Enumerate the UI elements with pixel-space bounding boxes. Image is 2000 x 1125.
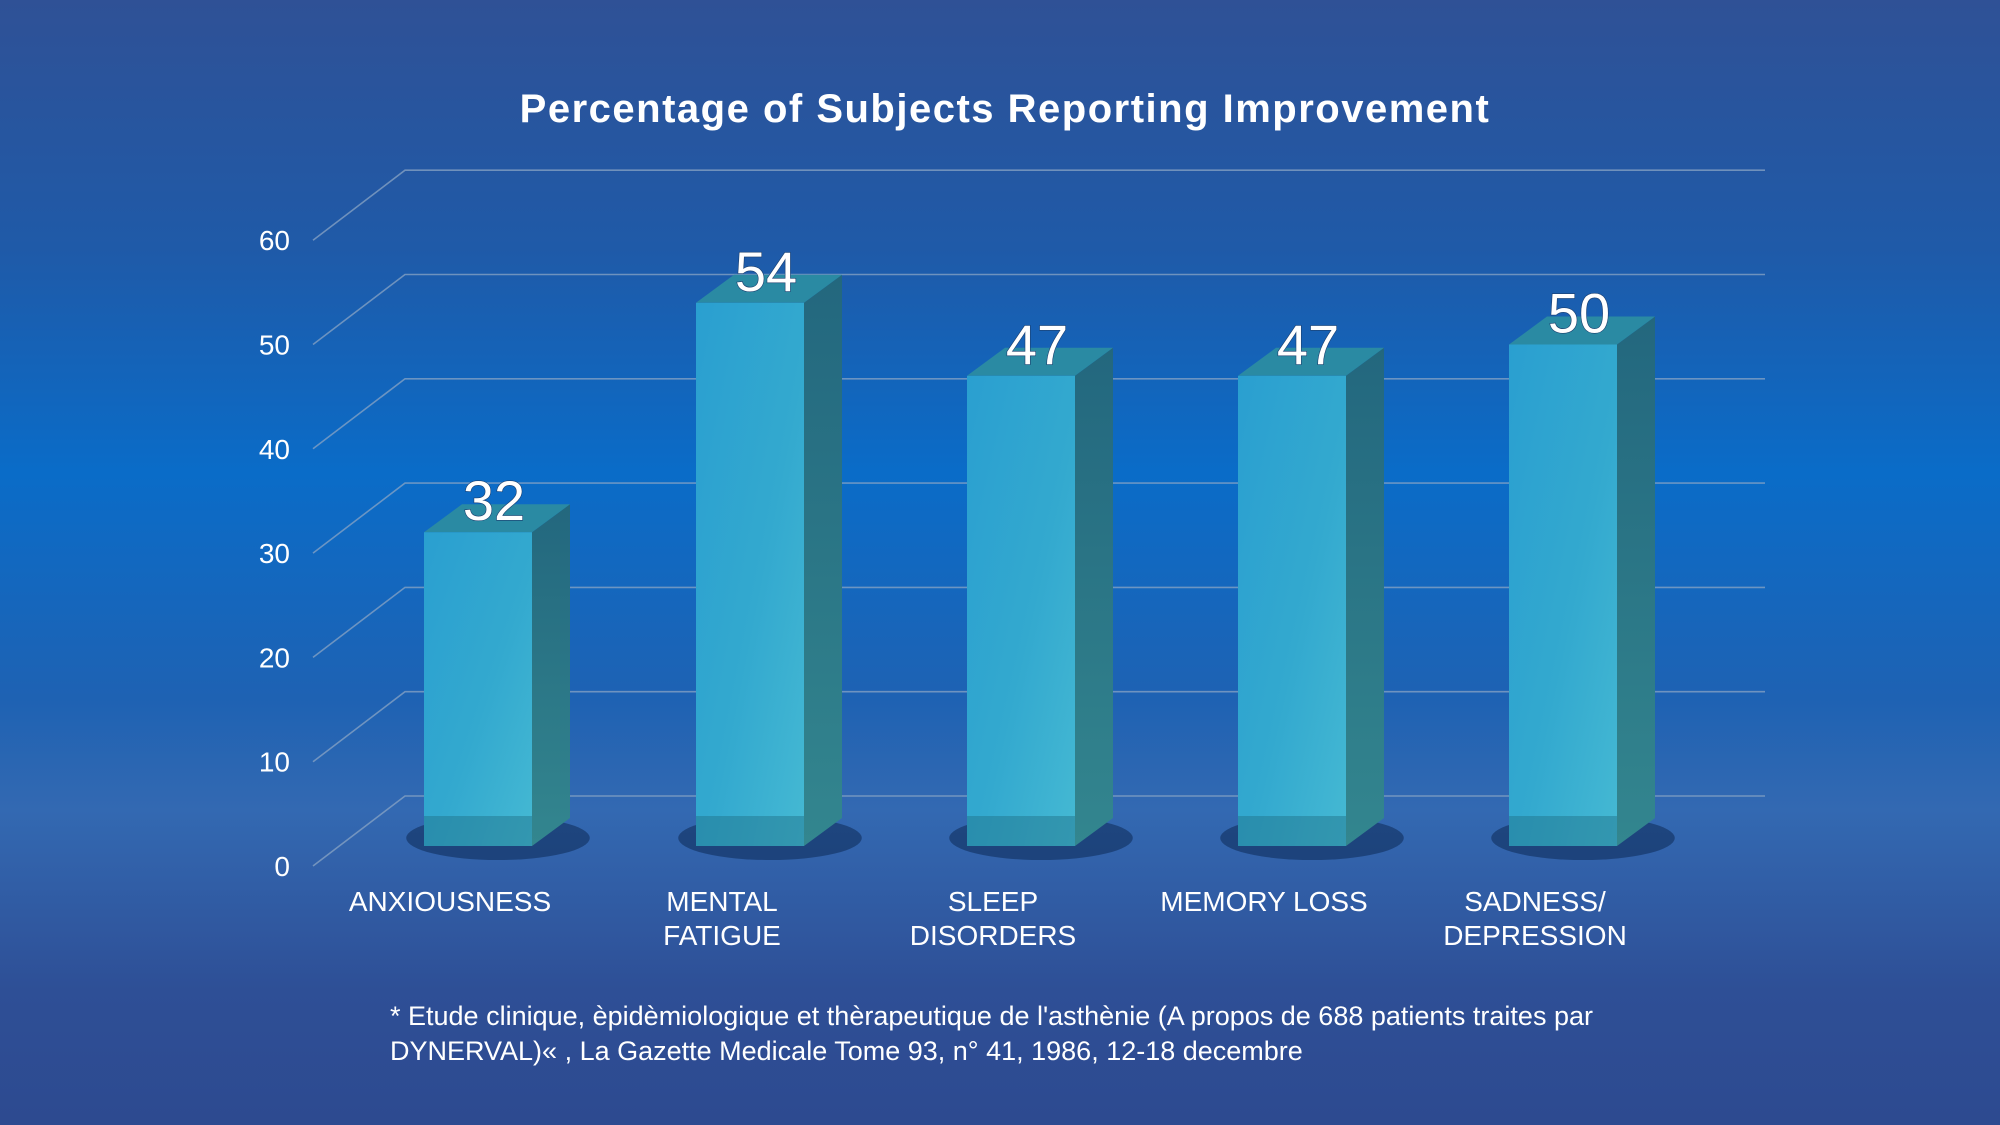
bar (406, 504, 590, 860)
x-axis-categories: ANXIOUSNESS MENTAL FATIGUE SLEEP DISORDERS ME… (349, 886, 1627, 951)
bar-top (696, 274, 842, 303)
bars (406, 274, 1675, 860)
category-label-line: FATIGUE (663, 920, 781, 951)
category-label-line: DISORDERS (910, 920, 1076, 951)
data-label: 32 (463, 469, 525, 532)
data-label: 47 (1006, 313, 1068, 376)
bar (678, 274, 862, 860)
y-tick-label: 30 (259, 538, 290, 569)
bar-side (1346, 347, 1384, 846)
y-tick-label: 60 (259, 225, 290, 256)
gridlines (312, 169, 1765, 867)
category-label: MENTAL FATIGUE (663, 886, 781, 951)
bar-front (1238, 375, 1346, 846)
y-tick-label: 20 (259, 642, 290, 673)
footnote-line-1: * Etude clinique, èpidèmiologique et thè… (390, 1001, 1593, 1031)
category-label-line: ANXIOUSNESS (349, 886, 551, 917)
bar-side (1617, 316, 1655, 846)
bar-base (1509, 816, 1617, 846)
category-label: ANXIOUSNESS (349, 886, 551, 917)
footnote: * Etude clinique, èpidèmiologique et thè… (390, 999, 1790, 1069)
bar-side (1075, 347, 1113, 846)
y-tick-label: 40 (259, 434, 290, 465)
bar-front (696, 302, 804, 846)
bar-top (1509, 316, 1655, 345)
bar-base (424, 816, 532, 846)
y-tick-label: 10 (259, 747, 290, 778)
category-label-line: SADNESS/ (1464, 886, 1606, 917)
bar-top (967, 347, 1113, 376)
category-label-line: MENTAL (666, 886, 778, 917)
bar-front (1509, 344, 1617, 846)
data-labels: 32 54 47 47 50 (462, 239, 1610, 533)
bar-front (424, 532, 532, 846)
bar-side (804, 274, 842, 846)
data-label: 54 (735, 240, 797, 303)
bar-base (1238, 816, 1346, 846)
y-tick-label: 0 (274, 851, 290, 882)
bar-base (696, 816, 804, 846)
bar-base (967, 816, 1075, 846)
data-label: 47 (1277, 313, 1339, 376)
category-label: SADNESS/DEPRESSION (1443, 886, 1627, 951)
y-axis-ticks: 0 10 20 30 40 50 60 (259, 225, 290, 882)
category-label: SLEEP DISORDERS (910, 886, 1076, 951)
category-label-line: DEPRESSION (1443, 920, 1627, 951)
bar-top (424, 504, 570, 533)
category-label-line: SLEEP (948, 886, 1038, 917)
y-tick-label: 50 (259, 330, 290, 361)
bar-top (1238, 347, 1384, 376)
gridline (312, 169, 1765, 241)
bar (1491, 316, 1675, 860)
category-label-line: MEMORY LOSS (1160, 886, 1367, 917)
bar (1220, 347, 1404, 860)
gridline (312, 273, 1765, 346)
bar (949, 347, 1133, 860)
data-label: 50 (1548, 282, 1610, 345)
category-label: MEMORY LOSS (1160, 886, 1367, 917)
footnote-line-2: DYNERVAL)« , La Gazette Medicale Tome 93… (390, 1036, 1303, 1066)
chart-title: Percentage of Subjects Reporting Improve… (520, 87, 1491, 131)
bar-side (532, 504, 570, 846)
bar-front (967, 375, 1075, 846)
